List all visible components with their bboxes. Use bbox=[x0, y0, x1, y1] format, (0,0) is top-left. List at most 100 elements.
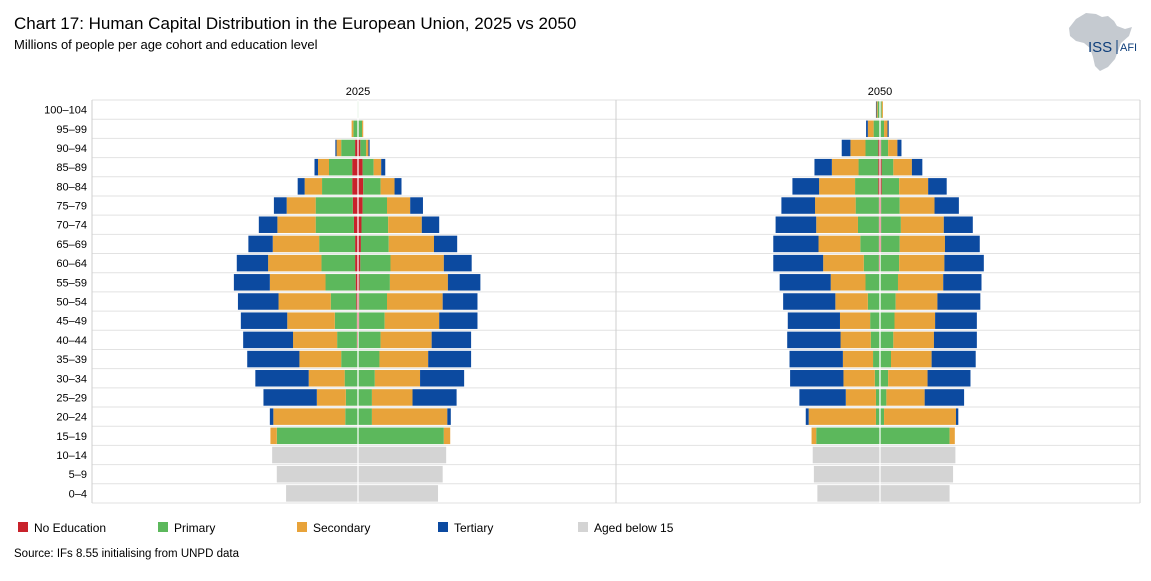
bar-2025-right-no-education bbox=[358, 235, 361, 253]
logo-text-sub: AFI bbox=[1120, 42, 1137, 54]
bar-2025-right-tertiary bbox=[447, 274, 481, 291]
bar-2025-left-secondary bbox=[304, 178, 323, 195]
y-tick-label: 75–79 bbox=[56, 201, 87, 213]
bar-2050-left-tertiary bbox=[789, 350, 843, 368]
bar-2025-left-aged-below-15 bbox=[276, 465, 358, 483]
bar-2025-left-secondary bbox=[351, 120, 354, 138]
bar-2025-right-secondary bbox=[388, 216, 422, 233]
bar-2050-right-tertiary bbox=[935, 312, 977, 329]
bar-2050-left-primary bbox=[865, 139, 879, 157]
bar-2025-right-secondary bbox=[373, 158, 382, 176]
bar-2025-right-secondary bbox=[388, 235, 434, 253]
bar-2050-left-primary bbox=[816, 427, 880, 445]
y-tick-label: 85–89 bbox=[56, 162, 87, 174]
bar-2050-right-primary bbox=[881, 158, 894, 176]
bar-2025-right-primary bbox=[358, 350, 380, 368]
bar-2025-right-primary bbox=[359, 293, 387, 310]
bar-2025-left-primary bbox=[325, 274, 356, 291]
y-tick-label: 40–44 bbox=[56, 335, 87, 347]
y-tick-label: 50–54 bbox=[56, 297, 87, 309]
bar-2050-left-tertiary bbox=[814, 158, 832, 176]
bar-2050-left-primary bbox=[855, 178, 879, 195]
bar-2025-right-primary bbox=[360, 235, 389, 253]
bar-2025-right-secondary bbox=[371, 389, 413, 406]
bar-2025-left-primary bbox=[345, 408, 358, 425]
bar-2025-left-aged-below-15 bbox=[272, 446, 358, 464]
bar-2025-right-tertiary bbox=[442, 293, 478, 310]
chart-title: Chart 17: Human Capital Distribution in … bbox=[14, 14, 577, 33]
bar-2050-right-tertiary bbox=[944, 254, 984, 272]
bar-2050-left-primary bbox=[874, 370, 880, 387]
bar-2025-right-tertiary bbox=[394, 178, 402, 195]
bar-2050-left-tertiary bbox=[799, 389, 846, 406]
bar-2050-left-secondary bbox=[831, 158, 859, 176]
y-tick-label: 20–24 bbox=[56, 412, 87, 424]
y-tick-label: 60–64 bbox=[56, 258, 87, 270]
bar-2050-left-secondary bbox=[815, 197, 856, 214]
bar-2050-left-tertiary bbox=[790, 370, 844, 387]
bar-2050-left-secondary bbox=[845, 389, 876, 406]
bar-2050-right-primary bbox=[880, 370, 889, 387]
bar-2050-right-tertiary bbox=[911, 158, 923, 176]
y-tick-label: 70–74 bbox=[56, 220, 87, 232]
bar-2050-left-secondary bbox=[842, 350, 874, 368]
bar-2050-left-tertiary bbox=[875, 101, 877, 118]
bar-2025-right-secondary bbox=[362, 120, 364, 138]
bar-2050-right-primary bbox=[880, 408, 885, 425]
bar-2025-right-tertiary bbox=[421, 216, 440, 233]
y-tick-label: 25–29 bbox=[56, 392, 87, 404]
bar-2050-left-secondary bbox=[818, 235, 861, 253]
bar-2025-right-tertiary bbox=[381, 158, 386, 176]
bar-2025-left-no-education bbox=[353, 216, 358, 233]
bar-2025-left-primary bbox=[321, 254, 356, 272]
bar-2050-right-primary bbox=[880, 254, 900, 272]
bar-2050-right-secondary bbox=[884, 120, 888, 138]
bar-2025-right-no-education bbox=[358, 178, 364, 195]
bar-2025-right-primary bbox=[358, 331, 381, 349]
legend-label: Tertiary bbox=[454, 521, 494, 535]
bar-2025-right-primary bbox=[358, 427, 444, 445]
bar-2025-right-secondary bbox=[443, 427, 451, 445]
bar-2025-left-no-education bbox=[355, 274, 358, 291]
bar-2050-right-secondary bbox=[895, 293, 938, 310]
bar-2025-right-tertiary bbox=[447, 408, 451, 425]
bar-2050-right-secondary bbox=[899, 254, 945, 272]
bar-2025-right-tertiary bbox=[431, 331, 472, 349]
bar-2025-right-no-education bbox=[358, 216, 362, 233]
bar-2050-right-primary bbox=[880, 101, 882, 118]
bar-2050-left-tertiary bbox=[841, 139, 851, 157]
bar-2025-left-no-education bbox=[356, 293, 358, 310]
y-tick-label: 10–14 bbox=[56, 450, 87, 462]
bar-2050-right-tertiary bbox=[955, 408, 959, 425]
panel-title: 2025 bbox=[346, 86, 370, 98]
bar-2050-left-no-education bbox=[878, 158, 880, 176]
bar-2050-left-no-education bbox=[878, 178, 880, 195]
bar-2050-left-secondary bbox=[823, 254, 864, 272]
bar-2050-right-secondary bbox=[899, 178, 929, 195]
bar-2050-left-primary bbox=[855, 197, 879, 214]
bar-2050-right-primary bbox=[880, 350, 892, 368]
bar-2050-right-primary bbox=[881, 235, 900, 253]
bar-2025-right-tertiary bbox=[412, 389, 457, 406]
bar-2025-left-primary bbox=[337, 331, 357, 349]
bar-2025-right-primary bbox=[361, 216, 389, 233]
bar-2050-left-aged-below-15 bbox=[817, 485, 880, 502]
bar-2050-left-primary bbox=[877, 101, 880, 118]
bar-2050-right-secondary bbox=[888, 139, 898, 157]
bar-2025-left-tertiary bbox=[237, 293, 279, 310]
legend-label: Secondary bbox=[313, 521, 371, 535]
bar-2050-right-secondary bbox=[894, 312, 936, 329]
bar-2025-left-primary bbox=[334, 312, 357, 329]
bar-2025-left-secondary bbox=[308, 370, 345, 387]
source-note: Source: IFs 8.55 initialising from UNPD … bbox=[14, 548, 239, 560]
bar-2025-right-aged-below-15 bbox=[358, 446, 447, 464]
bar-2025-right-primary bbox=[363, 178, 381, 195]
bar-2025-left-tertiary bbox=[263, 389, 317, 406]
iss-afi-logo: ISS AFI bbox=[1062, 10, 1144, 74]
bar-2025-left-primary bbox=[353, 120, 358, 138]
bar-2050-right-secondary bbox=[897, 274, 944, 291]
bar-2050-left-primary bbox=[860, 235, 879, 253]
y-tick-label: 5–9 bbox=[69, 469, 87, 481]
bar-2050-right-primary bbox=[880, 427, 950, 445]
y-tick-label: 65–69 bbox=[56, 239, 87, 251]
